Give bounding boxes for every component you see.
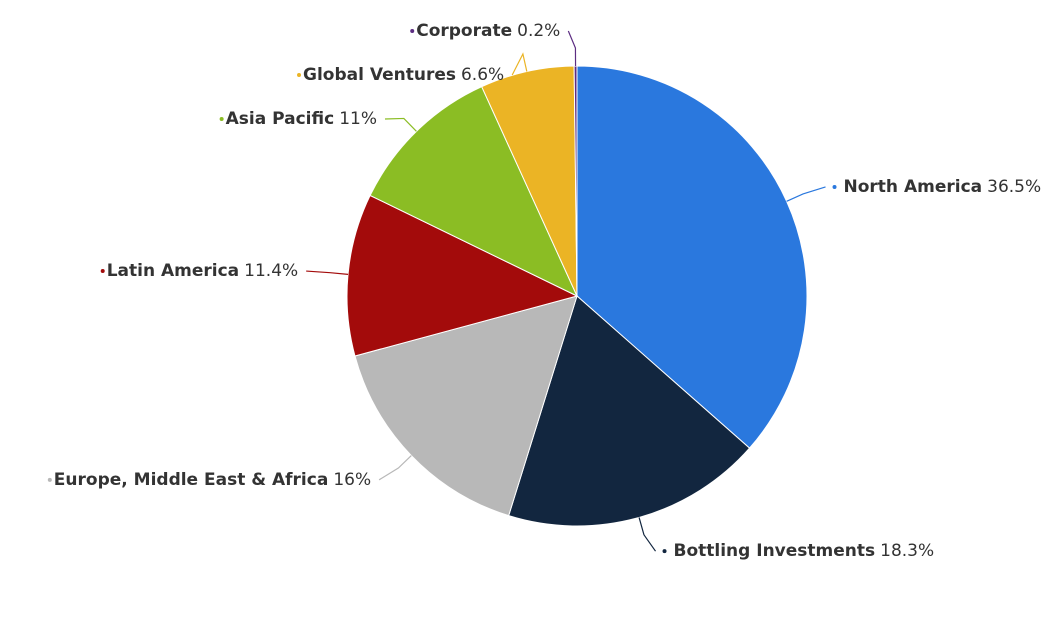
pie-slice bbox=[573, 65, 578, 297]
label-name: Bottling Investments bbox=[674, 541, 876, 561]
label-name: Asia Pacific bbox=[226, 109, 335, 129]
label-value: 6.6% bbox=[461, 65, 504, 85]
label-value: 0.2% bbox=[517, 21, 560, 41]
connector bbox=[384, 117, 417, 132]
data-label: Latin America 11.4% bbox=[107, 261, 298, 281]
label-dot bbox=[100, 269, 105, 274]
data-label: Bottling Investments 18.3% bbox=[674, 541, 935, 561]
pie-slice bbox=[369, 86, 579, 298]
label-dot bbox=[410, 29, 415, 34]
label-name: Corporate bbox=[416, 21, 512, 41]
data-label: Europe, Middle East & Africa 16% bbox=[54, 470, 371, 490]
label-name: North America bbox=[844, 177, 983, 197]
label-name: Global Ventures bbox=[303, 65, 456, 85]
connector bbox=[638, 517, 657, 552]
data-label: Global Ventures 6.6% bbox=[303, 65, 504, 85]
label-dot bbox=[219, 117, 224, 122]
label-dot bbox=[662, 549, 667, 554]
label-dot bbox=[832, 184, 837, 189]
label-value: 11% bbox=[339, 109, 377, 129]
pie-slice bbox=[508, 295, 751, 527]
pie-slice bbox=[354, 295, 578, 517]
label-name: Latin America bbox=[107, 261, 239, 281]
label-dot bbox=[297, 73, 302, 78]
label-value: 11.4% bbox=[244, 261, 298, 281]
connector bbox=[306, 270, 349, 275]
data-label: Corporate 0.2% bbox=[416, 21, 560, 41]
data-label: Asia Pacific 11% bbox=[226, 109, 377, 129]
label-value: 18.3% bbox=[880, 541, 934, 561]
label-value: 36.5% bbox=[987, 177, 1041, 197]
connector bbox=[511, 52, 528, 76]
label-name: Europe, Middle East & Africa bbox=[54, 470, 329, 490]
connector bbox=[567, 30, 577, 67]
connector bbox=[786, 186, 826, 202]
connector bbox=[378, 455, 412, 481]
data-label: North America 36.5% bbox=[844, 177, 1042, 197]
label-dot bbox=[47, 477, 52, 482]
label-value: 16% bbox=[333, 470, 371, 490]
